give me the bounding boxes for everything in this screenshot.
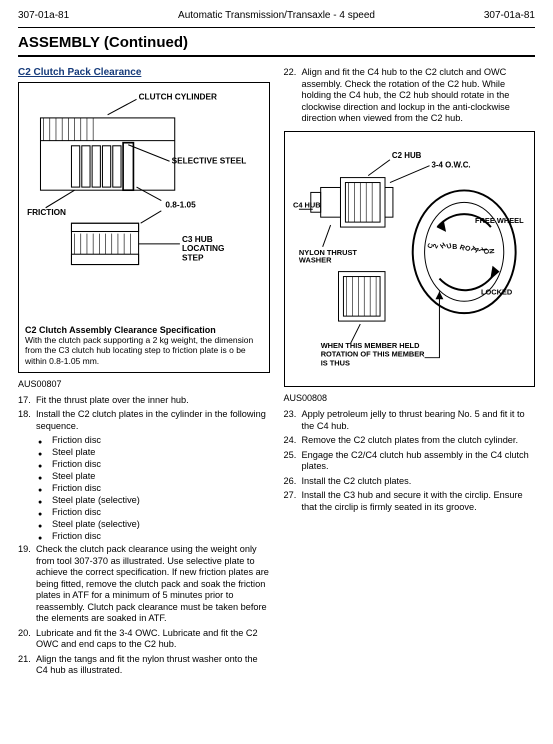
caption-text: With the clutch pack supporting a 2 kg w… [25,335,263,366]
step-18: 18.Install the C2 clutch plates in the c… [18,409,270,432]
lbl-c3-hub: C3 HUB LOCATING STEP [182,235,227,263]
col-right: 22.Align and fit the C4 hub to the C2 cl… [284,67,536,680]
diagram-c2-clearance: CLUTCH CYLINDER SELECTIVE STEEL FRICTION… [25,89,263,316]
bullet-item: ●Steel plate (selective) [38,495,270,505]
bullet-list: ●Friction disc ●Steel plate ●Friction di… [38,435,270,541]
lbl-34-owc: 3-4 O.W.C. [431,160,470,169]
step-21: 21.Align the tangs and fit the nylon thr… [18,654,270,677]
lbl-gap: 0.8-1.05 [165,201,196,210]
hdr-right: 307-01a-81 [484,10,535,21]
lbl-ring: C2 HUB ROTATION [426,241,494,254]
figure-c2-hub-rotation: C2 HUB 3-4 O.W.C. C4 HUB NYLON THRUST WA… [284,131,536,388]
bullet-item: ●Friction disc [38,483,270,493]
step-26: 26.Install the C2 clutch plates. [284,476,536,488]
hdr-center: Automatic Transmission/Transaxle - 4 spe… [178,10,375,21]
bullet-item: ●Friction disc [38,507,270,517]
col-left: C2 Clutch Pack Clearance [18,67,270,680]
caption-title: C2 Clutch Assembly Clearance Specificati… [25,325,263,335]
steps-23-27: 23.Apply petroleum jelly to thrust beari… [284,409,536,513]
steps-17-18: 17.Fit the thrust plate over the inner h… [18,395,270,433]
steps-19-21: 19.Check the clutch pack clearance using… [18,544,270,677]
figure-c2-clearance: CLUTCH CYLINDER SELECTIVE STEEL FRICTION… [18,82,270,373]
lbl-locked: LOCKED [481,287,513,296]
step-20: 20.Lubricate and fit the 3-4 OWC. Lubric… [18,628,270,651]
lbl-clutch-cylinder: CLUTCH CYLINDER [139,92,217,101]
lbl-nylon: NYLON THRUST WASHER [298,247,358,264]
step-27: 27.Install the C3 hub and secure it with… [284,490,536,513]
bullet-item: ●Steel plate [38,447,270,457]
lbl-free: FREE WHEEL [475,216,524,225]
section-title: ASSEMBLY (Continued) [18,34,535,51]
figure-id-left: AUS00807 [18,379,270,389]
step-25: 25.Engage the C2/C4 clutch hub assembly … [284,450,536,473]
bullet-item: ●Steel plate (selective) [38,519,270,529]
subhead-c2: C2 Clutch Pack Clearance [18,67,270,78]
figure-id-right: AUS00808 [284,393,536,403]
bullet-item: ●Friction disc [38,435,270,445]
step-19: 19.Check the clutch pack clearance using… [18,544,270,625]
step-22: 22.Align and fit the C4 hub to the C2 cl… [284,67,536,125]
bullet-item: ●Friction disc [38,531,270,541]
lbl-c2-hub: C2 HUB [391,150,421,159]
step-23: 23.Apply petroleum jelly to thrust beari… [284,409,536,432]
columns: C2 Clutch Pack Clearance [18,67,535,680]
step-24: 24.Remove the C2 clutch plates from the … [284,435,536,447]
lbl-note: WHEN THIS MEMBER HELD ROTATION OF THIS M… [320,340,426,367]
bullet-item: ●Steel plate [38,471,270,481]
lbl-selective-steel: SELECTIVE STEEL [172,156,247,165]
lbl-friction: FRICTION [27,208,66,217]
bullet-item: ●Friction disc [38,459,270,469]
lbl-c4-hub: C4 HUB [292,200,320,209]
rule-top [18,27,535,28]
hdr-left: 307-01a-81 [18,10,69,21]
step-17: 17.Fit the thrust plate over the inner h… [18,395,270,407]
rule-section [18,55,535,57]
diagram-c2-hub: C2 HUB 3-4 O.W.C. C4 HUB NYLON THRUST WA… [291,138,529,376]
page-header: 307-01a-81 Automatic Transmission/Transa… [18,6,535,25]
